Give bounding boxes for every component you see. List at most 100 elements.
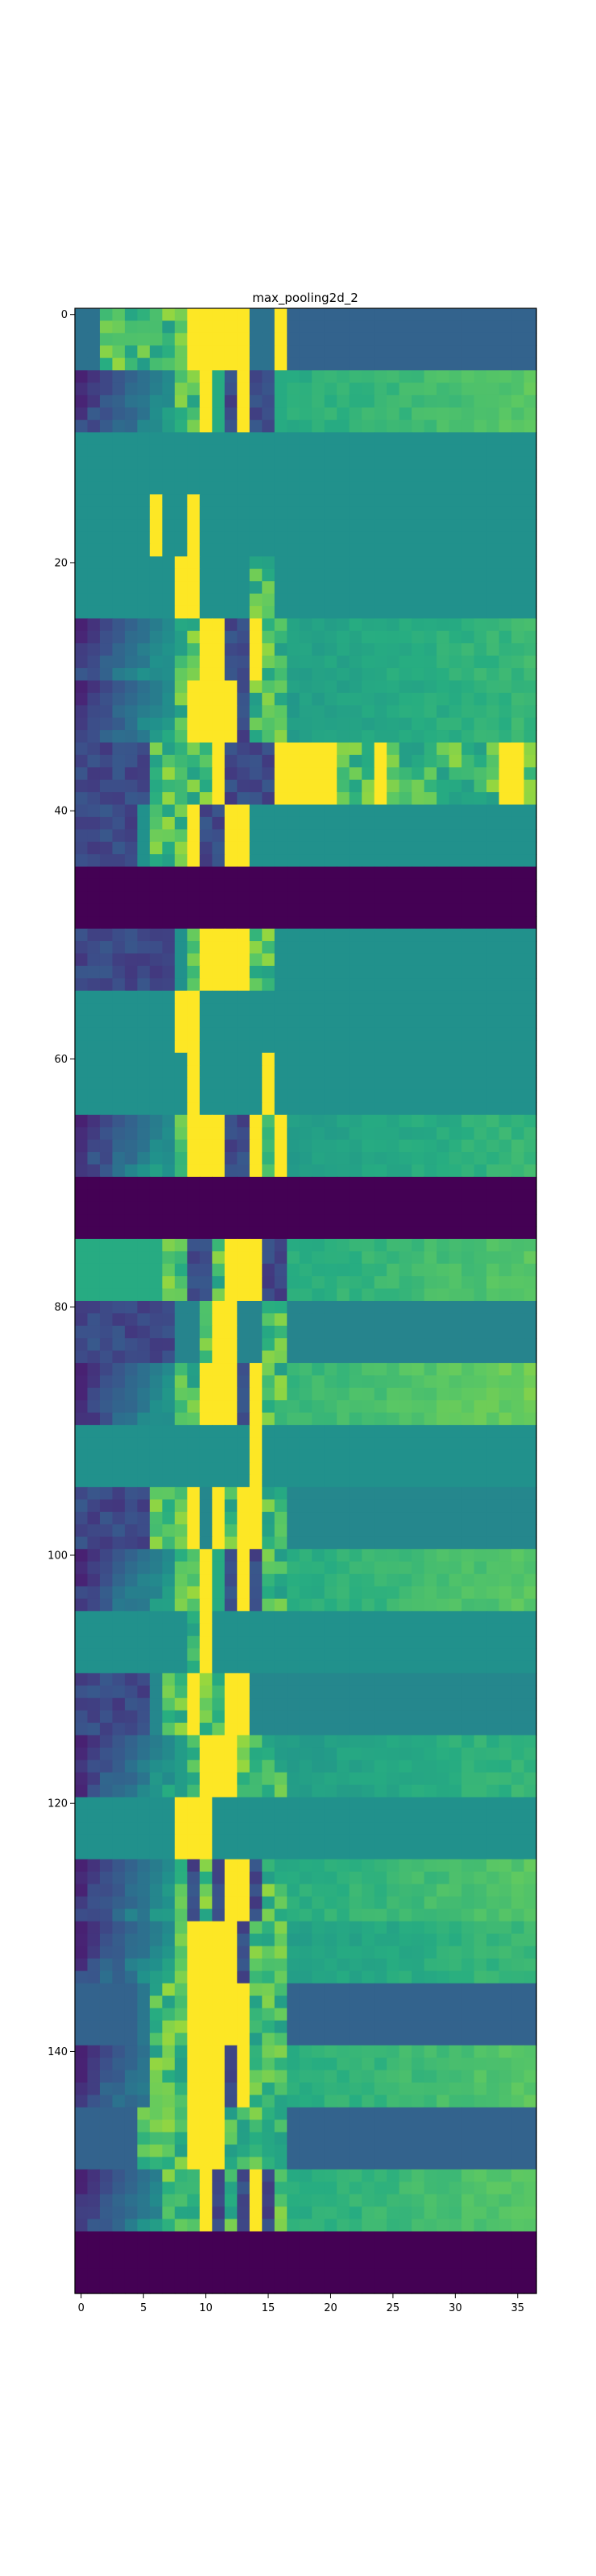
heatmap-cell: [524, 1871, 537, 1885]
heatmap-cell: [324, 444, 337, 458]
heatmap-cell: [137, 1301, 151, 1315]
heatmap-cell: [474, 1586, 487, 1600]
heatmap-cell: [199, 667, 213, 681]
heatmap-cell: [412, 792, 425, 806]
heatmap-cell: [474, 1313, 487, 1327]
heatmap-cell: [87, 1139, 101, 1153]
heatmap-cell: [312, 941, 325, 955]
heatmap-cell: [212, 953, 226, 967]
heatmap-cell: [424, 444, 437, 458]
heatmap-cell: [237, 804, 250, 818]
heatmap-cell: [249, 1685, 263, 1699]
heatmap-cell: [474, 1499, 487, 1513]
heatmap-cell: [137, 1003, 151, 1017]
heatmap-cell: [237, 1611, 250, 1624]
heatmap-cell: [162, 593, 176, 607]
heatmap-cell: [299, 1102, 312, 1116]
heatmap-cell: [486, 965, 500, 979]
heatmap-cell: [387, 1859, 400, 1872]
heatmap-cell: [224, 1065, 238, 1079]
heatmap-cell: [287, 692, 300, 706]
heatmap-cell: [524, 655, 537, 669]
heatmap-cell: [312, 618, 325, 632]
heatmap-cell: [324, 469, 337, 483]
heatmap-cell: [224, 717, 238, 731]
heatmap-cell: [324, 1611, 337, 1624]
heatmap-cell: [437, 1288, 450, 1302]
heatmap-cell: [461, 1412, 475, 1426]
heatmap-cell: [274, 717, 288, 731]
heatmap-cell: [137, 1512, 151, 1525]
heatmap-cell: [387, 1710, 400, 1724]
heatmap-cell: [99, 1325, 114, 1339]
heatmap-cell: [387, 1338, 400, 1352]
heatmap-cell: [524, 1449, 537, 1463]
heatmap-cell: [511, 779, 525, 793]
heatmap-cell: [461, 444, 475, 458]
heatmap-cell: [486, 1809, 500, 1823]
heatmap-cell: [262, 1288, 275, 1302]
heatmap-cell: [374, 1946, 387, 1959]
heatmap-cell: [87, 1474, 101, 1488]
heatmap-cell: [511, 1859, 525, 1872]
heatmap-cell: [99, 1884, 114, 1897]
heatmap-cell: [349, 605, 362, 619]
heatmap-cell: [112, 394, 126, 408]
heatmap-cell: [124, 419, 139, 433]
heatmap-cell: [212, 1636, 226, 1649]
heatmap-cell: [387, 1065, 400, 1079]
heatmap-cell: [362, 1934, 375, 1947]
heatmap-cell: [262, 1176, 275, 1190]
heatmap-cell: [511, 1524, 525, 1538]
heatmap-cell: [112, 1127, 126, 1141]
heatmap-cell: [187, 1176, 201, 1190]
heatmap-cell: [112, 568, 126, 582]
heatmap-cell: [412, 643, 425, 657]
heatmap-cell: [274, 1350, 288, 1364]
heatmap-cell: [187, 730, 201, 744]
heatmap-cell: [237, 829, 250, 843]
heatmap-cell: [449, 1574, 462, 1587]
heatmap-cell: [212, 643, 226, 657]
heatmap-cell: [362, 1412, 375, 1426]
heatmap-cell: [199, 630, 213, 644]
heatmap-cell: [249, 754, 263, 768]
heatmap-cell: [449, 456, 462, 470]
heatmap-cell: [174, 1127, 188, 1141]
heatmap-cell: [274, 1809, 288, 1823]
heatmap-cell: [299, 1611, 312, 1624]
heatmap-cell: [162, 1226, 176, 1240]
heatmap-cell: [299, 1301, 312, 1315]
heatmap-cell: [486, 345, 500, 359]
heatmap-cell: [387, 605, 400, 619]
heatmap-cell: [237, 1176, 250, 1190]
heatmap-cell: [387, 1263, 400, 1277]
heatmap-cell: [237, 928, 250, 942]
heatmap-cell: [399, 1152, 412, 1166]
heatmap-cell: [249, 320, 263, 334]
heatmap-cell: [312, 1350, 325, 1364]
heatmap-cell: [287, 1611, 300, 1624]
heatmap-cell: [274, 1077, 288, 1091]
heatmap-cell: [75, 1152, 89, 1166]
heatmap-cell: [349, 680, 362, 694]
heatmap-cell: [387, 1301, 400, 1315]
heatmap-cell: [87, 469, 101, 483]
heatmap-cell: [449, 792, 462, 806]
heatmap-cell: [399, 469, 412, 483]
heatmap-cell: [237, 1251, 250, 1265]
heatmap-cell: [112, 1747, 126, 1761]
heatmap-cell: [87, 407, 101, 421]
heatmap-cell: [124, 667, 139, 681]
heatmap-cell: [374, 593, 387, 607]
heatmap-cell: [362, 419, 375, 433]
heatmap-cell: [124, 407, 139, 421]
heatmap-cell: [187, 1089, 201, 1103]
heatmap-cell: [237, 754, 250, 768]
heatmap-cell: [224, 1425, 238, 1439]
heatmap-cell: [187, 1673, 201, 1686]
heatmap-cell: [149, 1288, 163, 1302]
heatmap-cell: [312, 1176, 325, 1190]
heatmap-cell: [87, 1288, 101, 1302]
heatmap-cell: [87, 556, 101, 570]
